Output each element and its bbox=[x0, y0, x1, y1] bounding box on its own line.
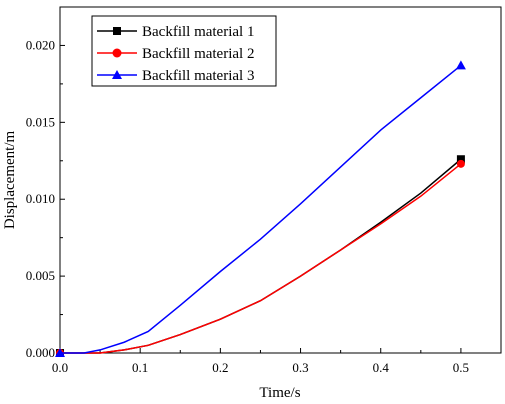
plot-area bbox=[59, 6, 502, 354]
legend-label-2: Backfill material 2 bbox=[142, 46, 254, 62]
data-point-triangle bbox=[55, 348, 65, 357]
series-line-2 bbox=[60, 163, 462, 354]
data-point-triangle bbox=[455, 60, 466, 70]
x-tick-label: 0.4 bbox=[373, 360, 390, 375]
data-point-circle bbox=[456, 159, 465, 168]
legend-triangle-marker bbox=[112, 70, 122, 79]
x-axis-label: Time/s bbox=[259, 385, 300, 401]
plot-frame bbox=[59, 6, 502, 354]
y-tick-label: 0.010 bbox=[26, 191, 55, 206]
legend-circle-marker bbox=[112, 48, 122, 58]
series-layer bbox=[55, 60, 466, 357]
data-point-square bbox=[456, 155, 465, 164]
series-line-1 bbox=[60, 158, 462, 354]
x-tick-label: 0.3 bbox=[292, 360, 308, 375]
legend-entry-3: Backfill material 3 bbox=[97, 68, 254, 84]
x-tick-label: 0.5 bbox=[453, 360, 469, 375]
y-tick-label: 0.015 bbox=[26, 114, 55, 129]
x-tick-label: 0.2 bbox=[212, 360, 228, 375]
y-axis: 0.000 0.005 0.010 0.015 0.020 bbox=[26, 37, 65, 360]
y-axis-label: Displacement/m bbox=[2, 131, 18, 230]
x-tick-label: 0.0 bbox=[52, 360, 68, 375]
legend-entry-2: Backfill material 2 bbox=[97, 46, 254, 62]
y-tick-label: 0.005 bbox=[26, 268, 55, 283]
x-tick-label: 0.1 bbox=[132, 360, 148, 375]
legend-square-marker bbox=[113, 27, 121, 35]
y-tick-label: 0.020 bbox=[26, 37, 55, 52]
y-tick-label: 0.000 bbox=[26, 345, 55, 360]
legend-label-1: Backfill material 1 bbox=[142, 24, 254, 40]
legend-entry-1: Backfill material 1 bbox=[97, 24, 254, 40]
x-axis: 0.0 0.1 0.2 0.3 0.4 0.5 bbox=[52, 348, 502, 375]
legend-label-3: Backfill material 3 bbox=[142, 68, 254, 84]
series-line-3 bbox=[60, 64, 462, 354]
legend: Backfill material 1 Backfill material 2 … bbox=[91, 15, 277, 87]
